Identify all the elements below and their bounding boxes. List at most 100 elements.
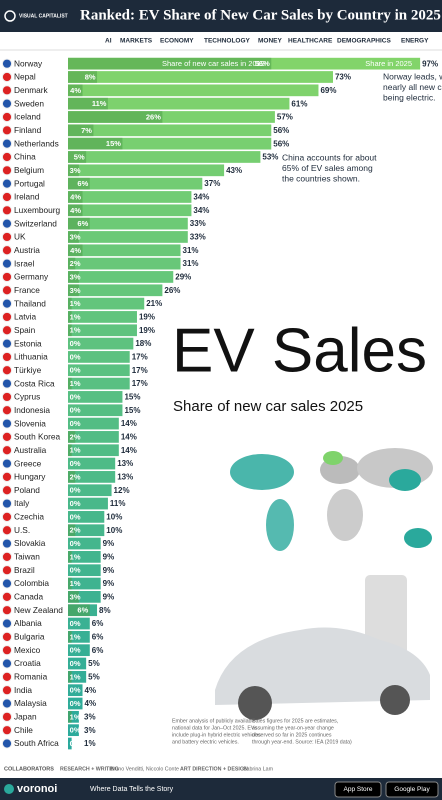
category-label: Hungary — [14, 472, 46, 482]
nav-item[interactable]: AI — [105, 38, 112, 45]
bar — [68, 71, 333, 83]
bar-2019 — [68, 591, 79, 603]
footnote: and battery electric vehicles. — [172, 739, 239, 745]
category-label: Iceland — [14, 112, 41, 122]
category-label: Germany — [14, 272, 49, 282]
flag — [1, 445, 13, 456]
bar — [68, 257, 181, 270]
category-label: Ireland — [14, 192, 40, 202]
bar-2019 — [68, 151, 87, 163]
footnote: through year-end. Source: IEA (2019 data… — [252, 739, 352, 745]
bar — [68, 684, 83, 697]
value-label-2019: 4% — [70, 192, 81, 201]
category-label: Israel — [14, 258, 34, 268]
value-label: 10% — [106, 526, 122, 535]
value-label: 1% — [84, 739, 96, 748]
annotation: China accounts for about — [282, 152, 377, 162]
bar-2019 — [68, 71, 98, 83]
value-label: 12% — [114, 486, 130, 495]
bar-2019 — [68, 124, 94, 137]
nav-item[interactable]: MONEY — [258, 38, 283, 45]
google-play[interactable]: Google Play — [394, 786, 430, 793]
value-label-2019: 1% — [70, 552, 81, 561]
value-label: 9% — [103, 592, 115, 601]
value-label: 13% — [117, 473, 133, 482]
bar — [68, 124, 272, 137]
nav-item[interactable]: ENERGY — [401, 38, 429, 45]
bar — [68, 151, 261, 163]
value-label: 26% — [164, 286, 180, 295]
google-play-button[interactable] — [385, 781, 439, 798]
flag — [1, 218, 13, 229]
value-label-2019: 1% — [70, 446, 81, 455]
category-label: Canada — [14, 592, 43, 602]
bar — [68, 511, 105, 523]
flag — [1, 138, 13, 149]
bar-2019 — [68, 524, 76, 537]
flag — [1, 418, 13, 429]
flag — [1, 178, 13, 189]
bar — [68, 137, 272, 150]
nav-item[interactable]: ECONOMY — [160, 38, 194, 45]
category-label: Spain — [14, 325, 36, 335]
value-label: 61% — [291, 99, 307, 108]
value-label: 9% — [103, 566, 115, 575]
flag — [1, 738, 13, 749]
category-label: U.S. — [14, 525, 30, 535]
category-label: Estonia — [14, 338, 42, 348]
nav-item[interactable]: MARKETS — [120, 38, 153, 45]
value-label: 73% — [335, 73, 351, 82]
bar — [68, 497, 108, 510]
value-label: 9% — [103, 539, 115, 548]
bar — [68, 97, 290, 110]
flag — [1, 458, 13, 469]
value-label: 3% — [84, 726, 96, 735]
bar — [68, 204, 192, 217]
flag — [1, 311, 13, 323]
value-label: 13% — [117, 459, 133, 468]
value-label-2019: 3% — [70, 272, 81, 281]
bar — [68, 657, 87, 670]
bar-2019 — [68, 257, 76, 270]
value-label-2019: 0% — [70, 352, 81, 361]
bar — [68, 177, 203, 190]
flag — [1, 285, 13, 296]
app-store[interactable]: App Store — [344, 786, 373, 793]
value-label: 5% — [88, 659, 100, 668]
category-label: UK — [14, 232, 26, 242]
nav-item[interactable]: HEALTHCARE — [288, 38, 333, 45]
value-label-2019: 0% — [70, 699, 81, 708]
bar — [68, 710, 79, 723]
flag — [1, 298, 13, 309]
value-label-2019: 4% — [70, 246, 81, 255]
nav-item[interactable]: DEMOGRAPHICS — [337, 38, 391, 45]
nav-item[interactable]: TECHNOLOGY — [204, 38, 251, 45]
value-label: 9% — [103, 579, 115, 588]
bar-2019 — [68, 204, 83, 217]
value-label: 97% — [422, 59, 438, 68]
logo-icon — [4, 10, 16, 22]
category-label: Malaysia — [14, 698, 47, 708]
value-label-2019: 0% — [70, 499, 81, 508]
value-label-2019: 6% — [77, 179, 88, 188]
bar-2019 — [68, 577, 72, 590]
bar-2019 — [68, 444, 72, 457]
value-label: 43% — [226, 166, 242, 175]
category-label: Italy — [14, 498, 30, 508]
value-label-2019: 7% — [81, 126, 92, 135]
flag — [1, 391, 13, 403]
category-label: Finland — [14, 125, 42, 135]
value-label-2019: 3% — [70, 286, 81, 295]
flag — [1, 231, 13, 243]
bar — [68, 311, 137, 323]
value-label-2019: 0% — [70, 646, 81, 655]
category-label: Chile — [14, 725, 33, 735]
bar-2019 — [68, 97, 108, 110]
category-label: Belgium — [14, 165, 44, 175]
value-label-2019: 0% — [70, 739, 81, 748]
flag — [1, 658, 13, 669]
app-store-button[interactable] — [334, 781, 382, 798]
value-label: 19% — [139, 326, 155, 335]
value-label: 69% — [320, 86, 336, 95]
header-title: Ranked: EV Share of New Car Sales by Cou… — [80, 7, 441, 23]
